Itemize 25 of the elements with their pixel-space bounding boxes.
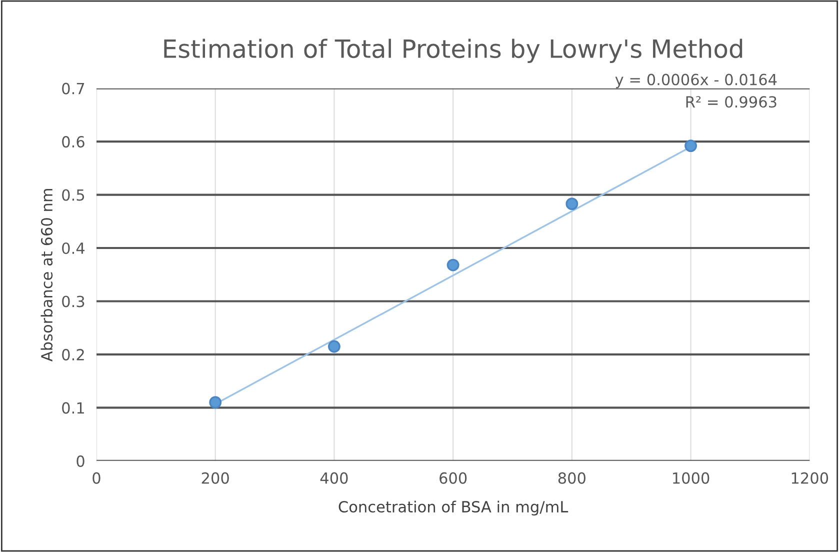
y-tick-label: 0.1: [62, 402, 84, 414]
x-tick-label: 800: [558, 472, 586, 484]
x-tick-label: 0: [92, 472, 100, 484]
y-tick-label: 0.7: [62, 82, 84, 94]
chart-title: Estimation of Total Proteins by Lowry's Method: [164, 38, 742, 63]
text: y = 0.0006x - 0.0164: [615, 74, 777, 88]
point: [684, 140, 697, 152]
y-tick-label: 0.2: [62, 348, 84, 360]
y-tick-label: 0.4: [62, 242, 85, 254]
point: [209, 396, 222, 409]
x-tick-label: 1000: [673, 472, 710, 484]
y-tick-label: 0.6: [62, 136, 84, 148]
x-tick-label: 400: [320, 472, 348, 484]
annotation: R² = 0.9963: [686, 96, 776, 108]
x-axis-title: Concetration of BSA in mg/mL: [338, 500, 568, 516]
y-tick-label: 0.3: [62, 296, 84, 308]
point: [446, 258, 460, 272]
x-tick-label: 600: [440, 472, 467, 484]
y-axis-title: Absorbance at 660 nm: [40, 188, 53, 362]
y-tick-label: 0.5: [62, 189, 84, 201]
y-tick-label: 0: [76, 455, 84, 467]
x-tick-label: 1200: [792, 472, 828, 484]
point: [566, 198, 578, 210]
x-tick-label: 200: [202, 472, 229, 484]
point: [328, 340, 340, 353]
